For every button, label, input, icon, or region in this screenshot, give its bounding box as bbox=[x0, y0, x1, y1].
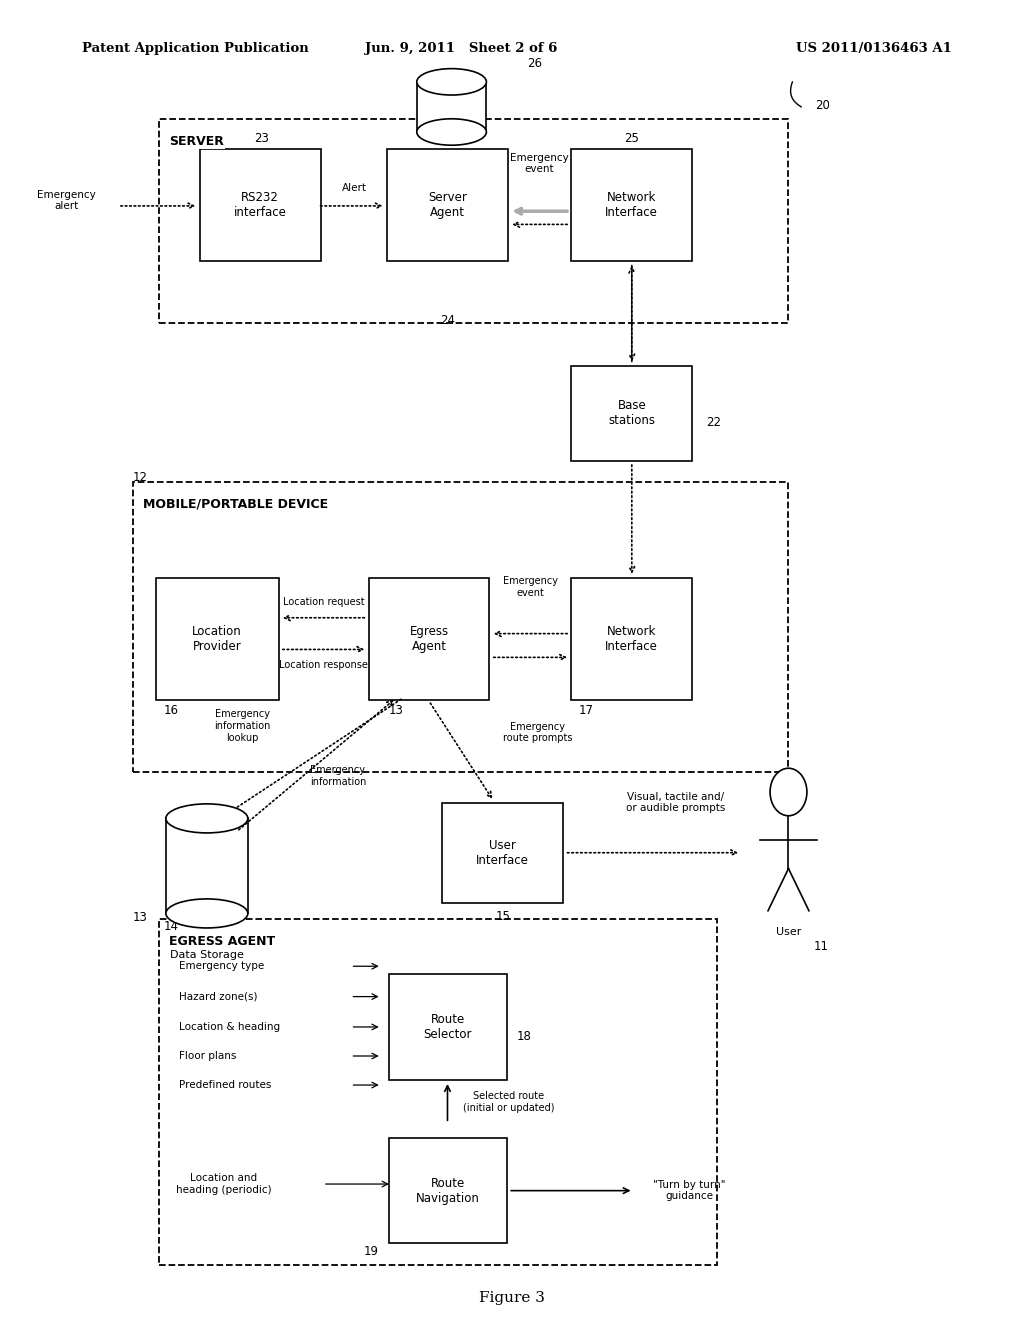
Text: 12: 12 bbox=[133, 471, 148, 484]
FancyBboxPatch shape bbox=[387, 149, 508, 261]
Text: Figure 3: Figure 3 bbox=[479, 1291, 545, 1304]
FancyBboxPatch shape bbox=[571, 366, 692, 461]
Text: Emergency
alert: Emergency alert bbox=[37, 190, 96, 211]
FancyBboxPatch shape bbox=[166, 818, 248, 913]
Text: 14: 14 bbox=[164, 920, 179, 933]
Text: Emergency
route prompts: Emergency route prompts bbox=[503, 722, 572, 743]
Ellipse shape bbox=[166, 899, 248, 928]
Text: 13: 13 bbox=[133, 911, 148, 924]
Text: Base
stations: Base stations bbox=[608, 399, 655, 428]
Text: MOBILE/PORTABLE DEVICE: MOBILE/PORTABLE DEVICE bbox=[143, 498, 329, 511]
FancyBboxPatch shape bbox=[389, 974, 507, 1080]
FancyBboxPatch shape bbox=[133, 482, 788, 772]
Text: SERVER: SERVER bbox=[169, 135, 224, 148]
Text: 19: 19 bbox=[364, 1245, 379, 1258]
Text: Hazard zone(s): Hazard zone(s) bbox=[179, 991, 258, 1002]
Text: Jun. 9, 2011   Sheet 2 of 6: Jun. 9, 2011 Sheet 2 of 6 bbox=[365, 42, 557, 55]
Text: Floor plans: Floor plans bbox=[179, 1051, 237, 1061]
Text: 23: 23 bbox=[254, 132, 268, 145]
Text: 15: 15 bbox=[496, 909, 510, 923]
Ellipse shape bbox=[417, 69, 486, 95]
Ellipse shape bbox=[166, 804, 248, 833]
Text: 26: 26 bbox=[527, 57, 543, 70]
Text: Location & heading: Location & heading bbox=[179, 1022, 281, 1032]
Text: 22: 22 bbox=[707, 416, 722, 429]
Text: 18: 18 bbox=[517, 1030, 532, 1043]
Text: Data Storage: Data Storage bbox=[170, 950, 244, 961]
FancyBboxPatch shape bbox=[200, 149, 321, 261]
FancyBboxPatch shape bbox=[389, 1138, 507, 1243]
Text: Visual, tactile and/
or audible prompts: Visual, tactile and/ or audible prompts bbox=[626, 792, 726, 813]
Text: User
Interface: User Interface bbox=[476, 838, 529, 867]
Ellipse shape bbox=[417, 119, 486, 145]
Text: 11: 11 bbox=[814, 940, 829, 953]
Text: Server
Agent: Server Agent bbox=[428, 191, 467, 219]
Text: US 2011/0136463 A1: US 2011/0136463 A1 bbox=[797, 42, 952, 55]
Text: Emergency
event: Emergency event bbox=[510, 153, 569, 174]
Text: Location and
heading (periodic): Location and heading (periodic) bbox=[176, 1173, 271, 1195]
FancyBboxPatch shape bbox=[571, 149, 692, 261]
Text: Location response: Location response bbox=[280, 660, 368, 671]
FancyBboxPatch shape bbox=[442, 803, 563, 903]
FancyBboxPatch shape bbox=[159, 919, 717, 1265]
Text: Route
Selector: Route Selector bbox=[424, 1012, 472, 1041]
Text: 16: 16 bbox=[164, 704, 179, 717]
Text: Emergency
information
lookup: Emergency information lookup bbox=[214, 709, 271, 743]
Text: Route
Navigation: Route Navigation bbox=[416, 1176, 480, 1205]
FancyBboxPatch shape bbox=[369, 578, 489, 700]
Text: Egress
Agent: Egress Agent bbox=[410, 624, 449, 653]
Text: 13: 13 bbox=[389, 704, 404, 717]
Text: Location
Provider: Location Provider bbox=[193, 624, 242, 653]
Text: 24: 24 bbox=[440, 314, 455, 327]
Text: User: User bbox=[776, 927, 801, 937]
FancyBboxPatch shape bbox=[571, 578, 692, 700]
Text: 20: 20 bbox=[815, 99, 830, 112]
Text: RS232
interface: RS232 interface bbox=[233, 191, 287, 219]
Text: EGRESS AGENT: EGRESS AGENT bbox=[169, 935, 275, 948]
Text: Emergency type: Emergency type bbox=[179, 961, 264, 972]
FancyBboxPatch shape bbox=[417, 82, 486, 132]
Text: Network
Interface: Network Interface bbox=[605, 191, 658, 219]
Text: Patent Application Publication: Patent Application Publication bbox=[82, 42, 308, 55]
Text: Alert: Alert bbox=[342, 182, 367, 193]
Text: Predefined routes: Predefined routes bbox=[179, 1080, 271, 1090]
FancyBboxPatch shape bbox=[159, 119, 788, 323]
Text: Emergency
event: Emergency event bbox=[503, 577, 558, 598]
Text: Network
Interface: Network Interface bbox=[605, 624, 658, 653]
FancyBboxPatch shape bbox=[156, 578, 279, 700]
Text: Location request: Location request bbox=[283, 597, 365, 607]
Text: Emergency
information: Emergency information bbox=[309, 766, 367, 787]
Text: Selected route
(initial or updated): Selected route (initial or updated) bbox=[463, 1092, 555, 1113]
Circle shape bbox=[770, 768, 807, 816]
Text: 17: 17 bbox=[579, 704, 594, 717]
Text: "Turn by turn"
guidance: "Turn by turn" guidance bbox=[653, 1180, 726, 1201]
Text: 25: 25 bbox=[625, 132, 639, 145]
